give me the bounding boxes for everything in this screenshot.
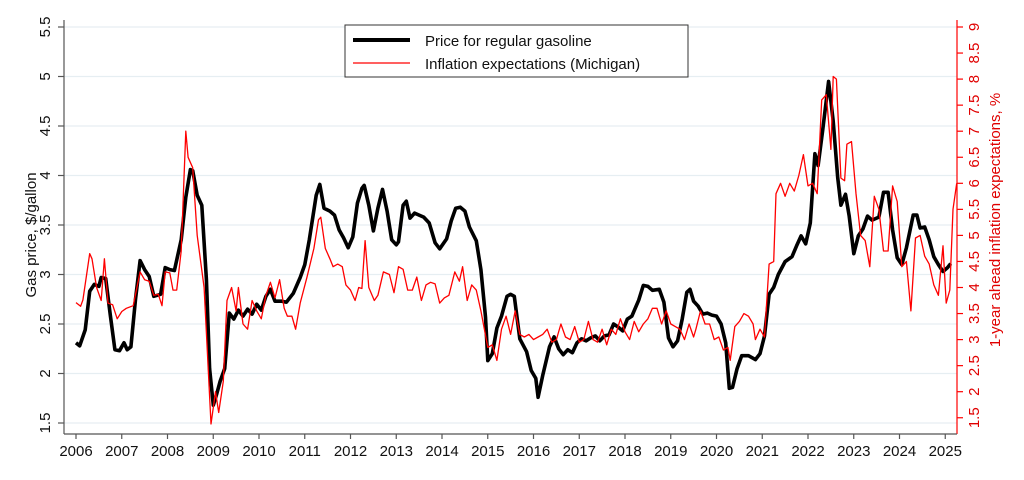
x-tick-label: 2016: [517, 443, 550, 460]
legend-label-gas: Price for regular gasoline: [425, 33, 592, 50]
x-tick-label: 2020: [700, 443, 733, 460]
left-tick-label: 1.5: [37, 413, 54, 434]
x-tick-label: 2008: [151, 443, 184, 460]
right-tick-label: 3: [966, 335, 983, 343]
series-line-inflation-expectations: [75, 75, 958, 425]
legend-label-inflation: Inflation expectations (Michigan): [425, 56, 640, 73]
right-tick-label: 8: [966, 75, 983, 83]
left-tick-label: 3: [37, 270, 54, 278]
right-tick-label: 6.5: [966, 147, 983, 168]
right-tick-label: 3.5: [966, 303, 983, 324]
left-tick-label: 2.5: [37, 314, 54, 335]
x-axis: 2006 2007 2008 2009 2010 2011 2012 2013 2014 2015…: [59, 433, 962, 460]
right-tick-label: 7.5: [966, 95, 983, 116]
legend-box: [344, 24, 689, 78]
x-tick-label: 2023: [837, 443, 870, 460]
x-tick-label: 2021: [746, 443, 779, 460]
legend: Price for regular gasoline Inflation exp…: [344, 24, 689, 78]
left-tick-label: 2: [37, 369, 54, 377]
x-tick-label: 2014: [425, 443, 458, 460]
left-tick-label: 4: [37, 171, 54, 179]
x-tick-label: 2025: [929, 443, 962, 460]
gridlines: [64, 26, 957, 424]
right-tick-label: 2.5: [966, 355, 983, 376]
x-tick-label: 2010: [242, 443, 275, 460]
right-tick-label: 1.5: [966, 407, 983, 428]
right-tick-label: 7: [966, 127, 983, 135]
right-tick-label: 8.5: [966, 43, 983, 64]
x-tick-label: 2006: [59, 443, 92, 460]
right-tick-label: 2: [966, 388, 983, 396]
left-tick-label: 4.5: [37, 116, 54, 137]
right-y-axis: 1.5 2 2.5 3 3.5 4 4.5 5 5.5 6 6.5 7 7.5 8 8.5 9: [956, 20, 983, 434]
left-tick-label: 3.5: [37, 215, 54, 236]
x-tick-label: 2017: [563, 443, 596, 460]
x-tick-label: 2013: [380, 443, 413, 460]
right-tick-label: 9: [966, 23, 983, 31]
left-y-axis: 1.5 2 2.5 3 3.5 4 4.5 5 5.5: [37, 17, 65, 434]
x-tick-label: 2019: [654, 443, 687, 460]
x-tick-label: 2011: [289, 443, 321, 460]
right-tick-label: 6: [966, 179, 983, 187]
x-tick-label: 2007: [105, 443, 138, 460]
left-tick-label: 5.5: [37, 17, 54, 38]
right-tick-label: 4: [966, 283, 983, 291]
x-tick-label: 2015: [471, 443, 504, 460]
right-tick-label: 5: [966, 231, 983, 239]
x-tick-label: 2022: [791, 443, 824, 460]
x-tick-label: 2009: [197, 443, 230, 460]
x-tick-label: 2018: [608, 443, 641, 460]
x-tick-label: 2024: [883, 443, 916, 460]
left-tick-label: 5: [37, 72, 54, 80]
left-axis-title: Gas price, $/gallon: [23, 172, 40, 297]
right-tick-label: 4.5: [966, 251, 983, 272]
right-axis-title: 1-year ahead inflation expectations, %: [987, 93, 1004, 347]
series-layer: [74, 75, 958, 425]
x-tick-label: 2012: [334, 443, 367, 460]
right-tick-label: 5.5: [966, 199, 983, 220]
